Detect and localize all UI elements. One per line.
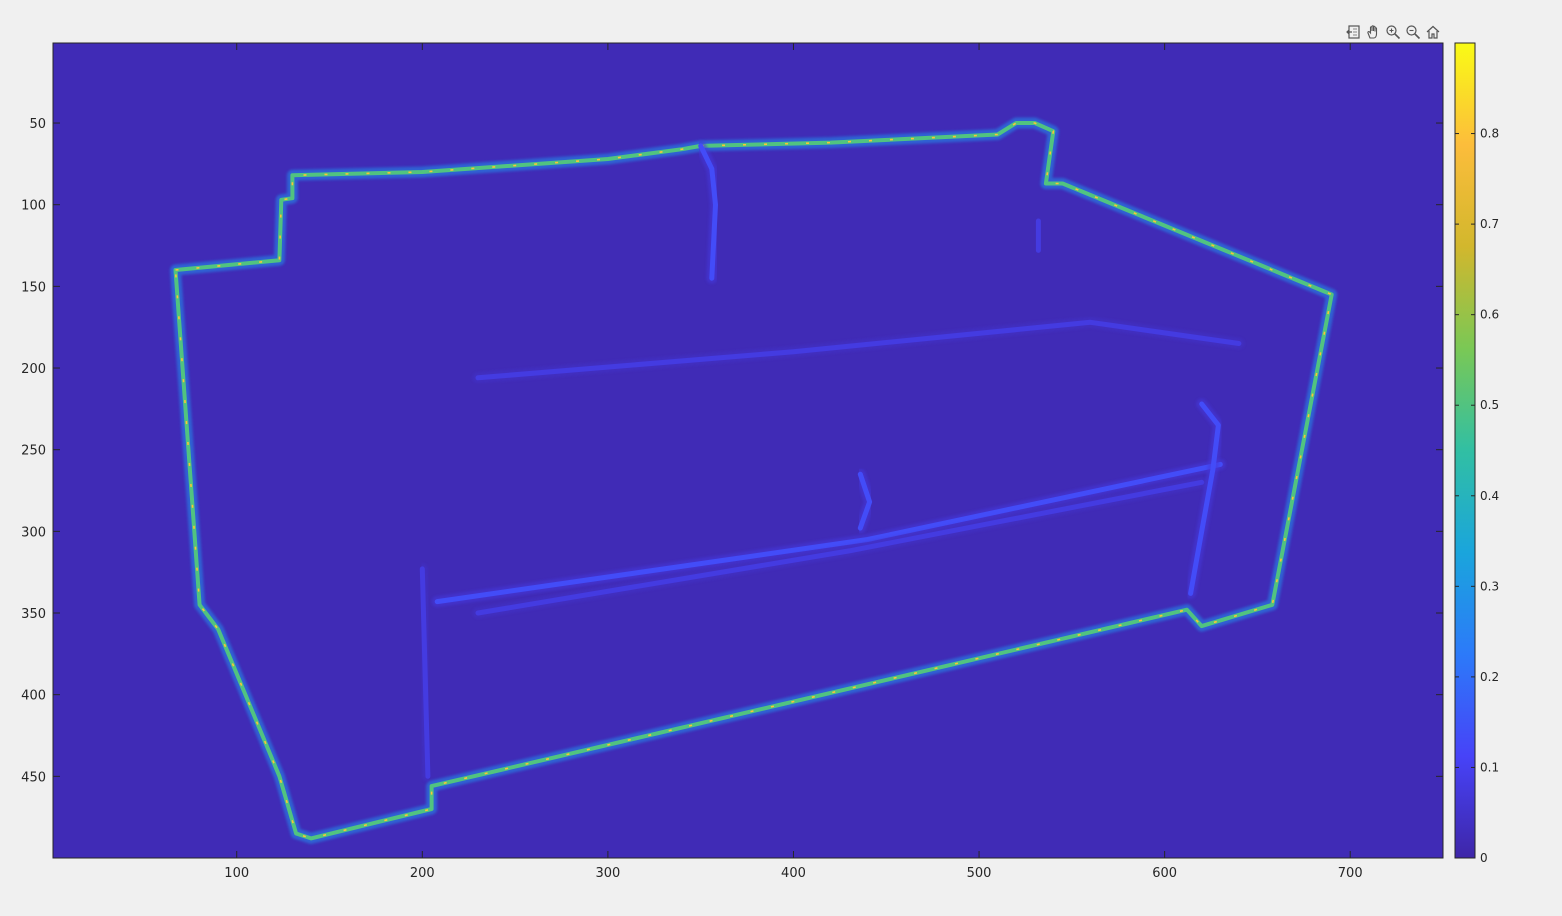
y-tick-label: 300 [21, 525, 46, 540]
colorbar [1454, 42, 1476, 859]
y-tick-label: 400 [21, 689, 46, 704]
edge-seat-lower-edge [475, 479, 1205, 616]
pan-icon[interactable] [1364, 23, 1382, 41]
edge-peak-outer-silhouette [174, 122, 1333, 840]
x-axis: 100 200 300 400 500 600 700 [224, 43, 1363, 881]
y-tick-label: 50 [29, 117, 46, 132]
edge-seat-front-edge [434, 461, 1223, 605]
colorbar-tick-label: 0.2 [1480, 670, 1499, 684]
edge-right-arm-inner [1188, 401, 1221, 596]
colorbar-tick-label: 0.6 [1480, 308, 1499, 322]
colorbar-tick-label: 0.8 [1480, 127, 1499, 141]
zoom-in-icon[interactable] [1384, 23, 1402, 41]
heatmap-image [170, 117, 1338, 844]
home-icon[interactable] [1424, 23, 1442, 41]
colorbar-tick-label: 0.3 [1480, 579, 1499, 593]
x-tick-label: 100 [224, 866, 249, 881]
edge-seat-cushion-divider [857, 471, 873, 531]
y-tick-label: 200 [21, 362, 46, 377]
y-tick-label: 350 [21, 607, 46, 622]
edge-back-cushion-divider [698, 143, 718, 281]
colorbar-axis: 0 0.1 0.2 0.3 0.4 0.5 0.6 0.7 0.8 [1455, 127, 1499, 865]
axes-toolbar [1344, 22, 1442, 42]
zoom-out-icon[interactable] [1404, 23, 1422, 41]
x-tick-label: 300 [595, 866, 620, 881]
x-tick-label: 700 [1338, 866, 1363, 881]
edge-seat-back-edge [475, 319, 1242, 381]
colorbar-tick-label: 0.5 [1480, 398, 1499, 412]
colorbar-tick-label: 0.1 [1480, 760, 1499, 774]
export-icon[interactable] [1344, 23, 1362, 41]
y-tick-label: 450 [21, 770, 46, 785]
colorbar-tick-label: 0 [1480, 851, 1488, 865]
colorbar-tick-label: 0.7 [1480, 217, 1499, 231]
y-tick-label: 150 [21, 280, 46, 295]
colorbar-tick-label: 0.4 [1480, 489, 1499, 503]
edge-left-front-leg [419, 566, 431, 779]
y-tick-label: 250 [21, 444, 46, 459]
x-tick-label: 400 [781, 866, 806, 881]
axes-frame [52, 42, 1444, 859]
x-tick-label: 200 [410, 866, 435, 881]
x-tick-label: 600 [1152, 866, 1177, 881]
y-tick-label: 100 [21, 199, 46, 214]
y-axis: 50 100 150 200 250 300 350 400 450 [21, 117, 1443, 785]
x-tick-label: 500 [967, 866, 992, 881]
